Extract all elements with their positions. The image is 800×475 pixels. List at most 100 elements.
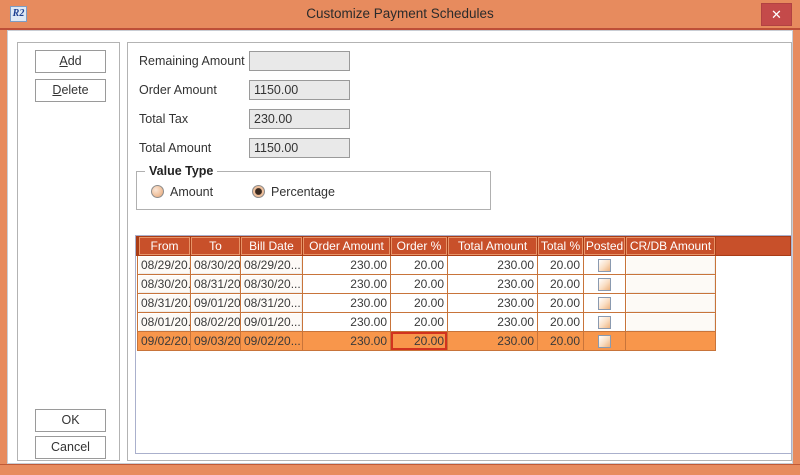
cell-to[interactable]: 08/30/20... [190, 255, 241, 275]
radio-percentage-icon[interactable] [252, 185, 265, 198]
cell-from[interactable]: 09/02/20... [137, 331, 191, 351]
column-header[interactable]: Order Amount [302, 236, 391, 256]
order-amount-label: Order Amount [139, 83, 217, 97]
cell-posted[interactable] [583, 331, 626, 351]
total-tax-label: Total Tax [139, 112, 189, 126]
cell-to[interactable]: 08/31/20... [190, 274, 241, 294]
cell-to[interactable]: 08/02/20... [190, 312, 241, 332]
button-panel: Add Delete OK Cancel [17, 42, 120, 461]
app-icon: R2 [10, 6, 27, 22]
cancel-button[interactable]: Cancel [35, 436, 106, 459]
cell-order-amount[interactable]: 230.00 [302, 274, 391, 294]
titlebar-divider [0, 28, 800, 30]
cell-total-pct[interactable]: 20.00 [537, 255, 584, 275]
dialog-content: Add Delete OK Cancel Remaining Amount Or… [7, 30, 793, 464]
column-header[interactable]: From [136, 236, 191, 256]
column-header[interactable]: Posted [583, 236, 626, 256]
add-button[interactable]: Add [35, 50, 106, 73]
cell-order-pct[interactable]: 20.00 [390, 293, 448, 313]
table-row[interactable]: 08/29/20...08/30/20...08/29/20...230.002… [137, 255, 791, 275]
payment-schedule-table[interactable]: From To Bill Date Order Amount Order % Total … [135, 235, 792, 454]
cell-total-pct[interactable]: 20.00 [537, 274, 584, 294]
column-header[interactable]: Total Amount [447, 236, 538, 256]
total-tax-field[interactable]: 230.00 [249, 109, 350, 129]
cell-total-amount[interactable]: 230.00 [447, 255, 538, 275]
table-row[interactable]: 09/02/20...09/03/20...09/02/20...230.002… [137, 331, 791, 351]
radio-percentage-label: Percentage [271, 185, 335, 199]
cell-crdb-amount[interactable] [625, 293, 716, 313]
ok-button[interactable]: OK [35, 409, 106, 432]
close-button[interactable]: ✕ [761, 3, 792, 26]
schedule-table-header-row: From To Bill Date Order Amount Order % Total … [136, 236, 791, 256]
cell-from[interactable]: 08/01/20... [137, 312, 191, 332]
cell-order-amount[interactable]: 230.00 [302, 255, 391, 275]
posted-checkbox[interactable] [598, 335, 611, 349]
cell-order-pct[interactable]: 20.00 [390, 312, 448, 332]
total-amount-field[interactable]: 1150.00 [249, 138, 350, 158]
column-header[interactable]: Total % [537, 236, 584, 256]
cell-to[interactable]: 09/03/20... [190, 331, 241, 351]
total-amount-label: Total Amount [139, 141, 212, 155]
window-title: Customize Payment Schedules [306, 6, 494, 21]
cell-bill-date[interactable]: 09/01/20... [240, 312, 303, 332]
cell-posted[interactable] [583, 255, 626, 275]
cell-from[interactable]: 08/30/20... [137, 274, 191, 294]
titlebar[interactable]: R2 Customize Payment Schedules ✕ [0, 0, 800, 28]
cell-bill-date[interactable]: 09/02/20... [240, 331, 303, 351]
schedule-table-body: 08/29/20...08/30/20...08/29/20...230.002… [137, 255, 791, 351]
cell-from[interactable]: 08/29/20... [137, 255, 191, 275]
column-header[interactable]: Bill Date [240, 236, 303, 256]
radio-amount-label: Amount [170, 185, 214, 199]
posted-checkbox[interactable] [598, 259, 611, 273]
cell-total-pct[interactable]: 20.00 [537, 293, 584, 313]
cell-order-amount[interactable]: 230.00 [302, 293, 391, 313]
column-header[interactable]: To [190, 236, 241, 256]
posted-checkbox[interactable] [598, 316, 611, 330]
cell-order-pct[interactable]: 20.00 [390, 255, 448, 275]
row-filler [715, 274, 791, 294]
cell-total-pct[interactable]: 20.00 [537, 312, 584, 332]
value-type-legend: Value Type [145, 164, 218, 178]
row-filler [715, 312, 791, 332]
cell-order-pct[interactable]: 20.00 [390, 331, 448, 351]
table-row[interactable]: 08/30/20...08/31/20...08/30/20...230.002… [137, 274, 791, 294]
main-panel: Remaining Amount Order Amount 1150.00 To… [127, 42, 792, 461]
column-header[interactable]: Order % [390, 236, 448, 256]
delete-button[interactable]: Delete [35, 79, 106, 102]
cell-bill-date[interactable]: 08/29/20... [240, 255, 303, 275]
cell-total-amount[interactable]: 230.00 [447, 312, 538, 332]
cell-crdb-amount[interactable] [625, 255, 716, 275]
remaining-amount-field[interactable] [249, 51, 350, 71]
row-filler [715, 255, 791, 275]
posted-checkbox[interactable] [598, 278, 611, 292]
cell-order-pct[interactable]: 20.00 [390, 274, 448, 294]
column-header[interactable]: CR/DB Amount [625, 236, 716, 256]
cell-order-amount[interactable]: 230.00 [302, 312, 391, 332]
cell-total-amount[interactable]: 230.00 [447, 331, 538, 351]
cell-from[interactable]: 08/31/20... [137, 293, 191, 313]
row-filler [715, 331, 791, 351]
cell-posted[interactable] [583, 274, 626, 294]
cell-bill-date[interactable]: 08/30/20... [240, 274, 303, 294]
cell-crdb-amount[interactable] [625, 274, 716, 294]
value-type-group: Value Type Amount Percentage [136, 164, 491, 210]
cell-to[interactable]: 09/01/20... [190, 293, 241, 313]
order-amount-field[interactable]: 1150.00 [249, 80, 350, 100]
cell-order-amount[interactable]: 230.00 [302, 331, 391, 351]
cell-total-amount[interactable]: 230.00 [447, 274, 538, 294]
cell-total-amount[interactable]: 230.00 [447, 293, 538, 313]
row-filler [715, 293, 791, 313]
posted-checkbox[interactable] [598, 297, 611, 311]
table-row[interactable]: 08/01/20...08/02/20...09/01/20...230.002… [137, 312, 791, 332]
radio-amount-icon[interactable] [151, 185, 164, 198]
remaining-amount-label: Remaining Amount [139, 54, 245, 68]
dialog-bottom-edge [0, 464, 800, 475]
cell-crdb-amount[interactable] [625, 312, 716, 332]
cell-posted[interactable] [583, 293, 626, 313]
cell-crdb-amount[interactable] [625, 331, 716, 351]
cell-total-pct[interactable]: 20.00 [537, 331, 584, 351]
table-row[interactable]: 08/31/20...09/01/20...08/31/20...230.002… [137, 293, 791, 313]
cell-bill-date[interactable]: 08/31/20... [240, 293, 303, 313]
cell-posted[interactable] [583, 312, 626, 332]
